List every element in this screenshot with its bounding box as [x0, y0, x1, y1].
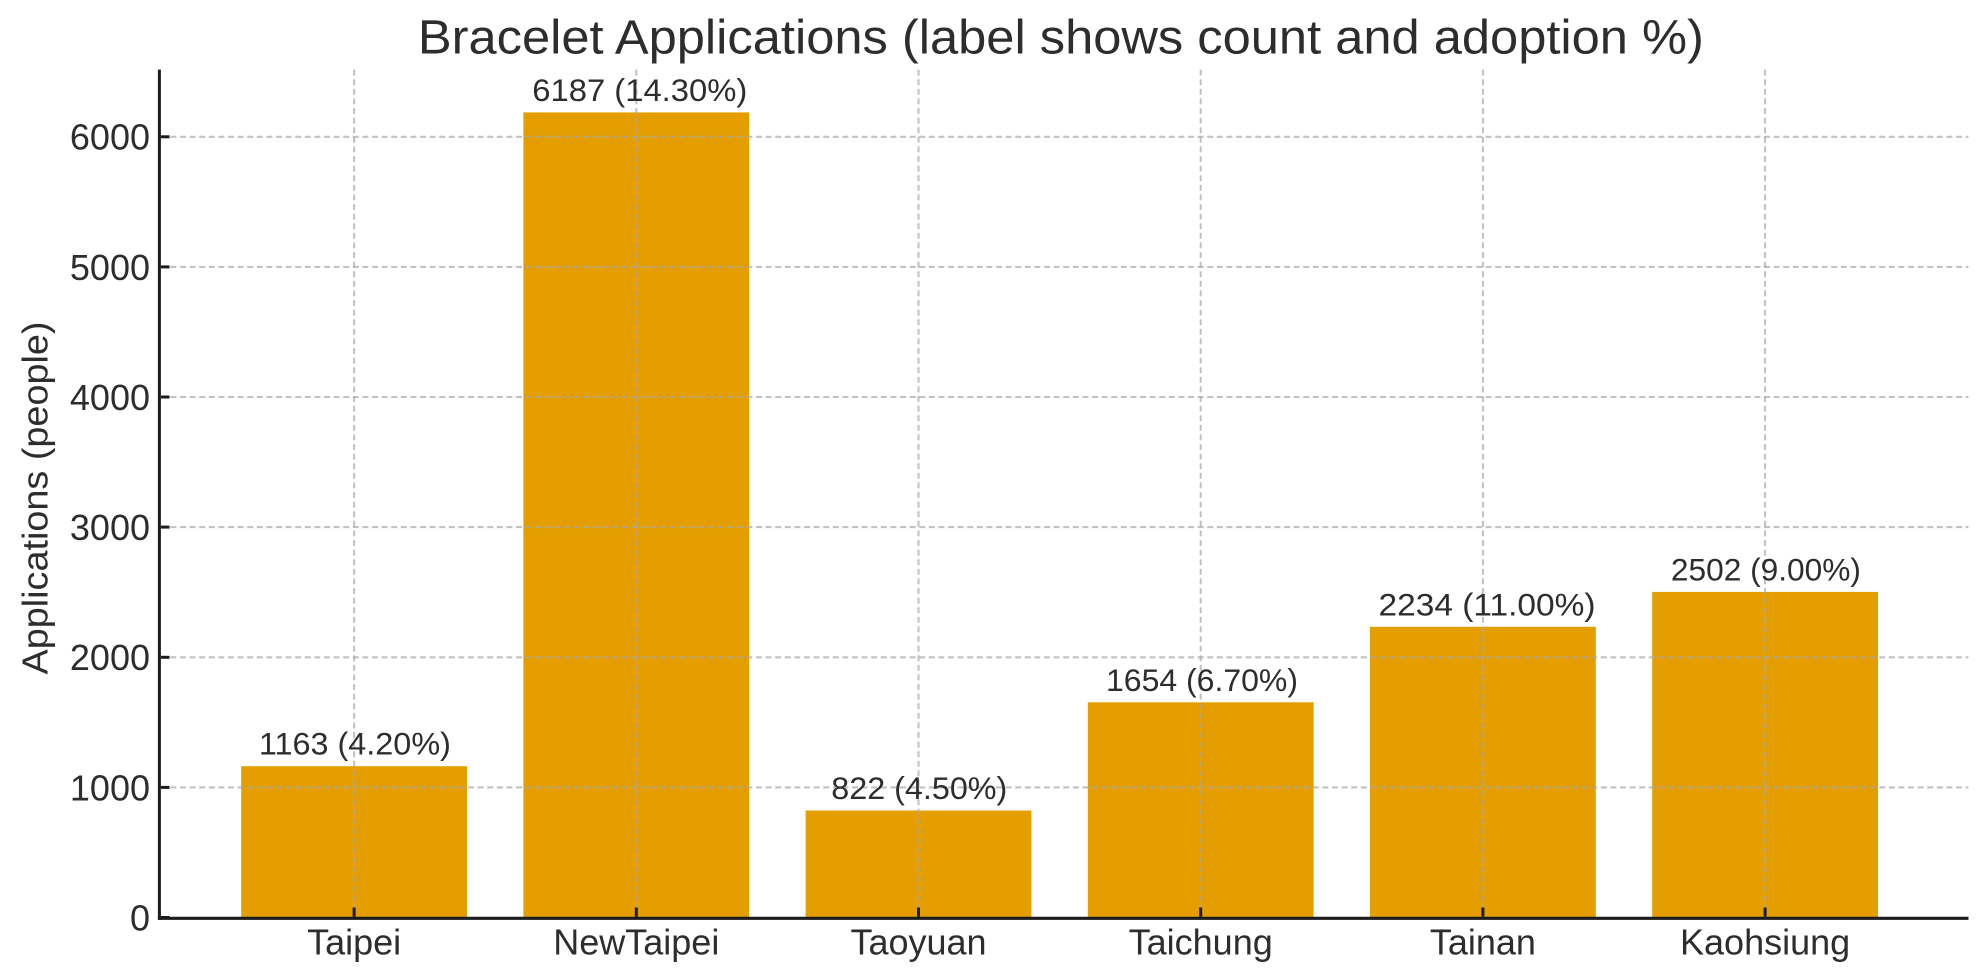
svg-text:Taichung: Taichung: [1129, 922, 1273, 963]
svg-text:1163 (4.20%): 1163 (4.20%): [259, 727, 451, 762]
svg-text:822 (4.50%): 822 (4.50%): [831, 771, 1007, 806]
svg-text:5000: 5000: [70, 247, 150, 288]
svg-text:2000: 2000: [70, 637, 150, 678]
svg-text:2234 (11.00%): 2234 (11.00%): [1379, 587, 1596, 622]
svg-text:Applications (people): Applications (people): [15, 322, 56, 675]
svg-text:1654 (6.70%): 1654 (6.70%): [1106, 663, 1298, 698]
svg-text:Tainan: Tainan: [1430, 922, 1536, 963]
svg-text:6000: 6000: [70, 117, 150, 158]
svg-text:Taipei: Taipei: [307, 922, 401, 963]
svg-text:3000: 3000: [70, 507, 150, 548]
svg-text:2502 (9.00%): 2502 (9.00%): [1671, 552, 1861, 587]
svg-text:NewTaipei: NewTaipei: [553, 922, 719, 963]
svg-text:4000: 4000: [70, 377, 150, 418]
svg-text:0: 0: [130, 897, 150, 938]
svg-text:1000: 1000: [70, 767, 150, 808]
svg-text:6187 (14.30%): 6187 (14.30%): [532, 73, 747, 108]
svg-text:Bracelet Applications (label s: Bracelet Applications (label shows count…: [418, 12, 1704, 65]
svg-text:Kaohsiung: Kaohsiung: [1680, 922, 1850, 963]
svg-text:Taoyuan: Taoyuan: [850, 922, 986, 963]
